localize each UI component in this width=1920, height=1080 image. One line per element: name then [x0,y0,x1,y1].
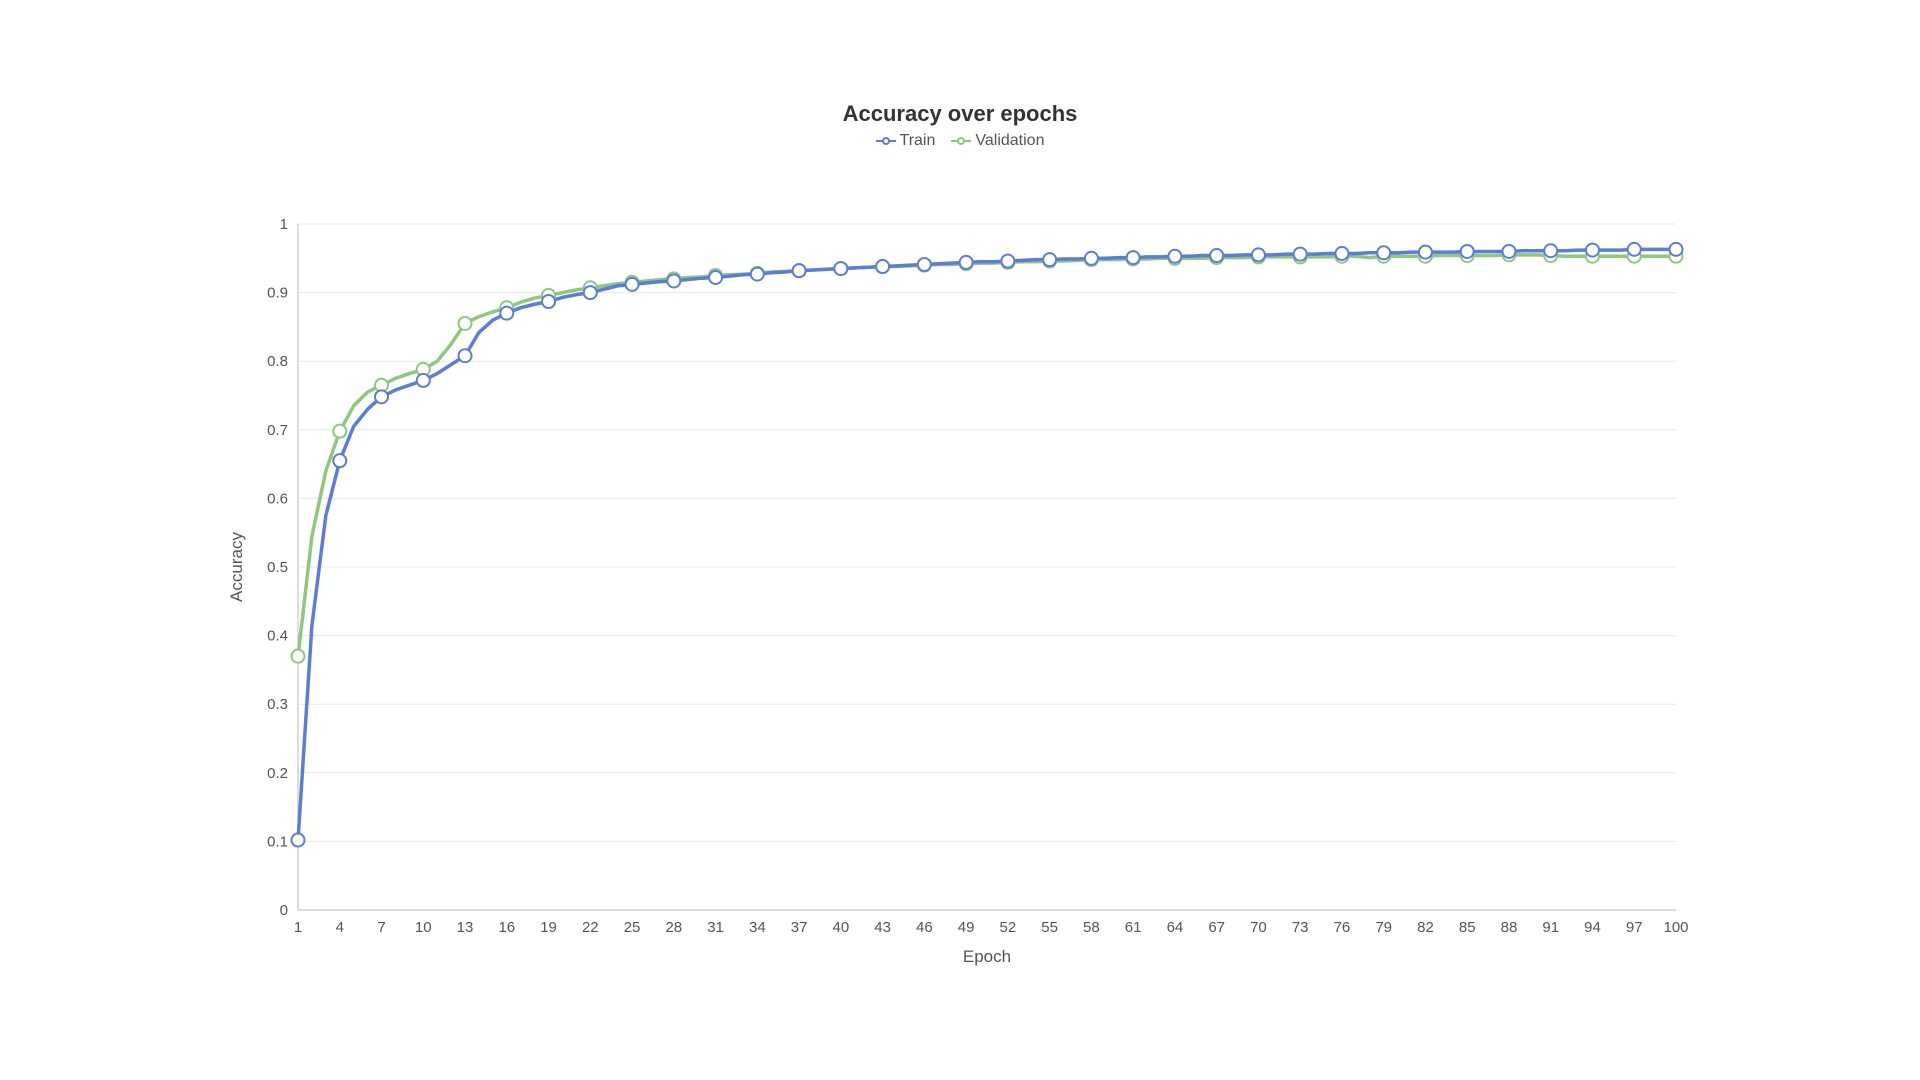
x-tick-label: 49 [958,919,975,936]
series-marker-train[interactable] [667,274,680,287]
y-axis-label: Accuracy [227,532,246,602]
x-tick-label: 25 [624,919,641,936]
x-tick-label: 85 [1459,919,1476,936]
series-marker-train[interactable] [375,390,388,403]
y-tick-label: 0.4 [267,628,288,645]
x-tick-label: 67 [1208,919,1225,936]
series-marker-train[interactable] [1001,255,1014,268]
x-tick-label: 76 [1334,919,1351,936]
series-marker-train[interactable] [1670,243,1683,256]
series-marker-validation[interactable] [333,425,346,438]
series-marker-train[interactable] [459,349,472,362]
series-marker-train[interactable] [542,295,555,308]
x-tick-label: 61 [1125,919,1142,936]
x-tick-label: 64 [1167,919,1184,936]
x-tick-label: 34 [749,919,766,936]
y-tick-label: 0.8 [267,353,288,370]
series-marker-train[interactable] [1168,250,1181,263]
x-tick-label: 4 [336,919,344,936]
series-marker-train[interactable] [960,256,973,269]
x-tick-label: 79 [1375,919,1392,936]
chart-legend: Train Validation [220,129,1700,150]
y-tick-label: 1 [280,216,288,233]
legend-label: Train [900,132,936,150]
series-marker-train[interactable] [333,454,346,467]
y-tick-label: 0 [280,902,288,919]
x-tick-label: 10 [415,919,432,936]
series-marker-train[interactable] [1461,245,1474,258]
series-marker-train[interactable] [584,286,597,299]
legend-swatch [951,140,971,142]
x-tick-label: 97 [1626,919,1643,936]
x-tick-label: 1 [294,919,302,936]
series-marker-train[interactable] [918,258,931,271]
x-tick-label: 88 [1501,919,1518,936]
y-tick-label: 0.1 [267,833,288,850]
series-marker-train[interactable] [292,834,305,847]
series-marker-train[interactable] [1377,246,1390,259]
x-tick-label: 55 [1041,919,1058,936]
y-tick-label: 0.5 [267,559,288,576]
x-tick-label: 52 [1000,919,1017,936]
y-tick-label: 0.2 [267,765,288,782]
x-tick-label: 100 [1663,919,1688,936]
series-marker-train[interactable] [1544,244,1557,257]
series-marker-validation[interactable] [292,650,305,663]
series-marker-train[interactable] [1335,247,1348,260]
x-tick-label: 28 [665,919,682,936]
y-tick-label: 0.9 [267,285,288,302]
legend-item-train[interactable]: Train [876,132,936,150]
x-tick-label: 91 [1542,919,1559,936]
y-tick-label: 0.6 [267,490,288,507]
series-marker-train[interactable] [1210,249,1223,262]
series-marker-train[interactable] [1127,251,1140,264]
series-marker-train[interactable] [1043,253,1056,266]
x-tick-label: 31 [707,919,724,936]
chart-svg: 0 0.1 0.2 0.3 0.4 0.5 0.6 0.7 0.8 0.9 1 1 4 7 10 13 16 19… [220,154,1700,974]
series-marker-train[interactable] [417,374,430,387]
x-tick-label: 94 [1584,919,1601,936]
series-marker-train[interactable] [1294,248,1307,261]
x-tick-label: 43 [874,919,891,936]
series-marker-validation[interactable] [459,317,472,330]
series-marker-train[interactable] [1419,246,1432,259]
x-tick-label: 19 [540,919,557,936]
x-tick-label: 13 [457,919,474,936]
x-tick-label: 16 [498,919,515,936]
series-marker-train[interactable] [1586,244,1599,257]
x-tick-label: 22 [582,919,599,936]
legend-swatch [876,140,896,142]
x-tick-label: 37 [791,919,808,936]
series-marker-train[interactable] [626,278,639,291]
x-tick-label: 70 [1250,919,1267,936]
x-tick-label: 58 [1083,919,1100,936]
x-tick-label: 7 [377,919,385,936]
x-tick-label: 40 [833,919,850,936]
legend-item-validation[interactable]: Validation [951,132,1044,150]
x-axis-label: Epoch [963,947,1011,966]
y-tick-label: 0.3 [267,696,288,713]
y-tick-label: 0.7 [267,422,288,439]
legend-label: Validation [975,132,1044,150]
series-marker-train[interactable] [793,264,806,277]
chart-container: Accuracy over epochs Train Validation 0 0.… [220,101,1700,979]
x-tick-label: 82 [1417,919,1434,936]
series-marker-train[interactable] [1502,245,1515,258]
series-marker-train[interactable] [1085,252,1098,265]
chart-title: Accuracy over epochs [220,101,1700,127]
series-marker-train[interactable] [876,260,889,273]
series-marker-train[interactable] [751,268,764,281]
x-tick-label: 46 [916,919,933,936]
x-tick-label: 73 [1292,919,1309,936]
series-marker-train[interactable] [709,271,722,284]
series-marker-train[interactable] [500,307,513,320]
series-line-train[interactable] [298,249,1676,840]
series-marker-train[interactable] [834,262,847,275]
series-marker-train[interactable] [1628,243,1641,256]
series-marker-train[interactable] [1252,248,1265,261]
